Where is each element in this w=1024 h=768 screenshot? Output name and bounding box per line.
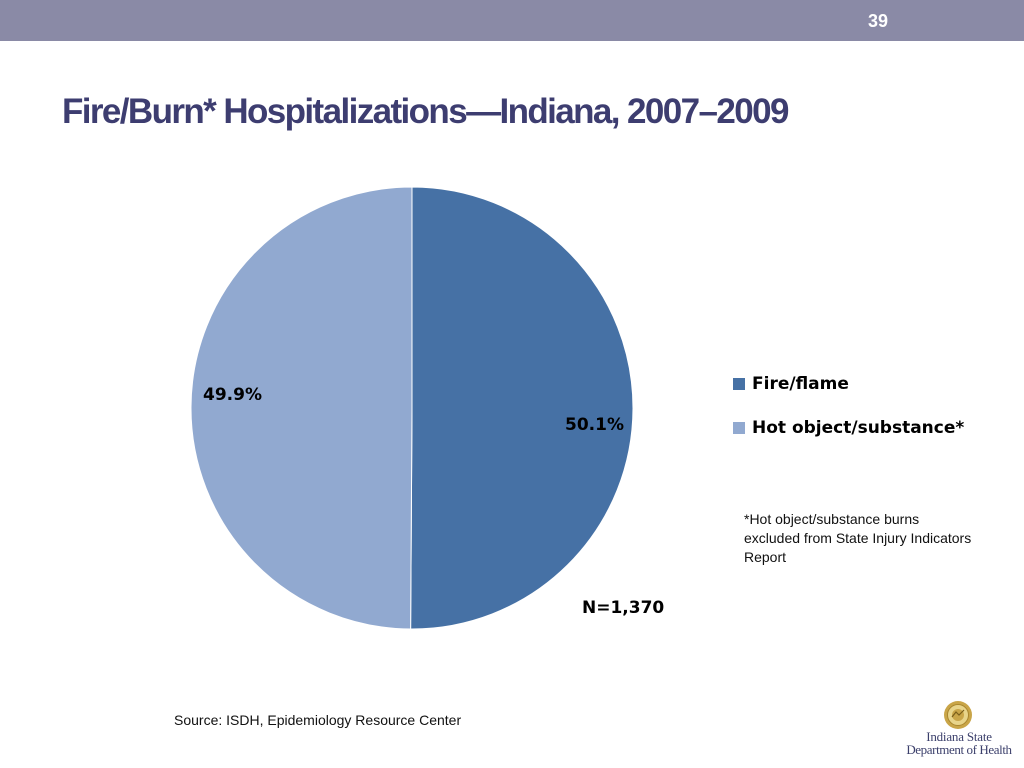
data-label-fire-flame: 50.1%	[565, 415, 624, 435]
pie-slice-hot-object-substance	[190, 186, 413, 630]
top-bar	[0, 0, 1024, 41]
legend-swatch-hot-object-substance	[733, 422, 745, 434]
pie-slice-fire-flame	[410, 186, 634, 630]
legend-entry-fire-flame: Fire/flame	[733, 370, 973, 398]
legend-entry-hot-object-substance: Hot object/substance*	[733, 414, 973, 442]
legend-swatch-fire-flame	[733, 378, 745, 390]
source-note: Source: ISDH, Epidemiology Resource Cent…	[174, 712, 462, 728]
legend: Fire/flame Hot object/substance*	[733, 370, 973, 442]
footnote: *Hot object/substance burns excluded fro…	[744, 511, 972, 565]
slide-number: 39	[867, 11, 888, 31]
legend-label-hot-object-substance: Hot object/substance*	[752, 418, 965, 438]
slide-title: Fire/Burn* Hospitalizations—Indiana, 200…	[62, 92, 789, 131]
isdh-logo: Indiana State Department of Health	[900, 698, 1018, 762]
data-label-hot-object-substance: 49.9%	[203, 385, 262, 405]
sample-size-label: N=1,370	[582, 598, 665, 618]
state-seal-icon	[944, 701, 972, 729]
legend-label-fire-flame: Fire/flame	[752, 374, 849, 394]
logo-line-1: Indiana State	[926, 729, 992, 744]
logo-line-2: Department of Health	[906, 742, 1012, 757]
